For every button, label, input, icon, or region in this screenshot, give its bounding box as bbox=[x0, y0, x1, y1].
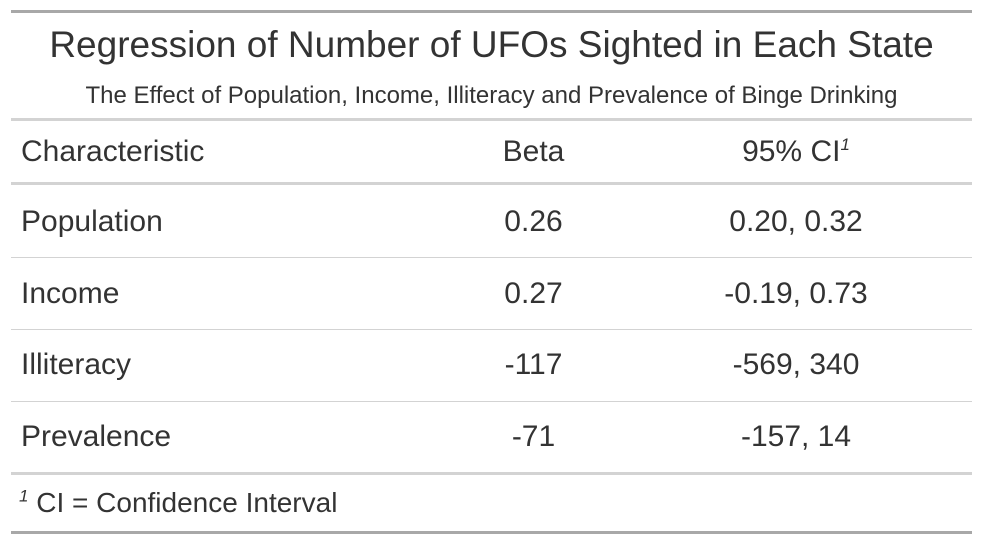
top-rule bbox=[11, 10, 972, 13]
row-beta: 0.27 bbox=[504, 277, 563, 310]
heading-rule bbox=[11, 118, 972, 121]
row-ci: -157, 14 bbox=[740, 420, 852, 453]
table-body-end-rule bbox=[11, 472, 972, 475]
column-header-beta: Beta bbox=[502, 135, 565, 168]
row-ci: -569, 340 bbox=[732, 348, 860, 381]
row-divider bbox=[11, 401, 972, 402]
footnote-mark: 1 bbox=[19, 486, 29, 506]
table-subtitle: The Effect of Population, Income, Illite… bbox=[85, 82, 898, 109]
row-divider bbox=[11, 257, 972, 258]
row-beta: 0.26 bbox=[504, 205, 563, 238]
row-beta: -117 bbox=[504, 348, 563, 381]
table-title: Regression of Number of UFOs Sighted in … bbox=[49, 24, 934, 65]
ci-footnote-mark: 1 bbox=[840, 135, 850, 154]
column-header-ci-label: 95% CI bbox=[742, 135, 841, 168]
column-header-ci: 95% CI1 bbox=[656, 135, 936, 169]
row-divider bbox=[11, 329, 972, 330]
row-beta: -71 bbox=[511, 420, 556, 453]
column-header-characteristic: Characteristic bbox=[21, 135, 205, 168]
row-ci: 0.20, 0.32 bbox=[729, 205, 863, 238]
row-characteristic: Population bbox=[21, 205, 163, 238]
row-characteristic: Illiteracy bbox=[21, 348, 132, 381]
table-footnote: 1 CI = Confidence Interval bbox=[19, 487, 337, 519]
row-characteristic: Prevalence bbox=[21, 420, 172, 453]
regression-table: Regression of Number of UFOs Sighted in … bbox=[11, 10, 972, 536]
bottom-rule bbox=[11, 531, 972, 534]
footnote-text: CI = Confidence Interval bbox=[36, 487, 338, 518]
column-header-rule bbox=[11, 182, 972, 185]
row-ci: -0.19, 0.73 bbox=[724, 277, 868, 310]
row-characteristic: Income bbox=[21, 277, 120, 310]
